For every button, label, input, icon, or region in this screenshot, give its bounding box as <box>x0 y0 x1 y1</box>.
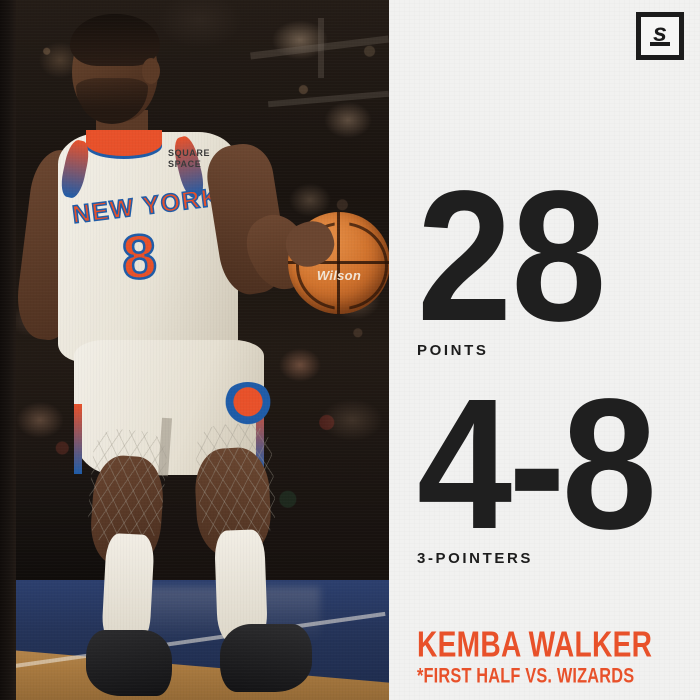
thescore-logo-underline <box>650 42 670 46</box>
stat-value-points: 28 <box>417 153 606 360</box>
thescore-logo-letter: s <box>653 18 667 47</box>
stats-panel: s 28 POINTS 4-8 3-POINTERS KEMBA WALKER … <box>389 0 700 700</box>
basketball-brand-text: Wilson <box>316 268 362 283</box>
footer-caption: KEMBA WALKER *FIRST HALF VS. WIZARDS <box>417 623 684 689</box>
photo-left-edge-shadow <box>0 0 16 700</box>
player-ear <box>142 58 160 84</box>
player-shoe-left <box>86 630 172 696</box>
shorts-trim-left <box>74 404 82 474</box>
player-note: *FIRST HALF VS. WIZARDS <box>417 664 635 689</box>
arena-post <box>318 18 324 78</box>
player-hair <box>70 14 160 66</box>
shorts-trim-right <box>256 400 264 472</box>
player-sock-left <box>101 532 155 646</box>
stat-value-three-pointers: 4-8 <box>417 361 657 568</box>
basketball-seam <box>337 212 340 314</box>
team-logo-patch <box>222 382 274 426</box>
jersey-sponsor-patch: SQUARE SPACE <box>168 148 211 169</box>
player-shoe-right <box>220 624 312 692</box>
jersey-number: 8 <box>119 221 160 294</box>
player-name: KEMBA WALKER <box>417 623 653 665</box>
jersey-collar <box>86 130 162 156</box>
player-figure: SQUARE SPACE NEW YORK 8 Wils <box>12 14 389 696</box>
stat-label-three-pointers: 3-POINTERS <box>417 550 534 568</box>
stat-block-points: 28 POINTS <box>417 153 622 360</box>
knee-pad-left <box>84 426 170 552</box>
player-photo: SQUARE SPACE NEW YORK 8 Wils <box>0 0 389 700</box>
thescore-logo-icon[interactable]: s <box>636 12 684 60</box>
stat-label-points: POINTS <box>417 342 489 360</box>
stat-block-three-pointers: 4-8 3-POINTERS <box>417 361 674 568</box>
